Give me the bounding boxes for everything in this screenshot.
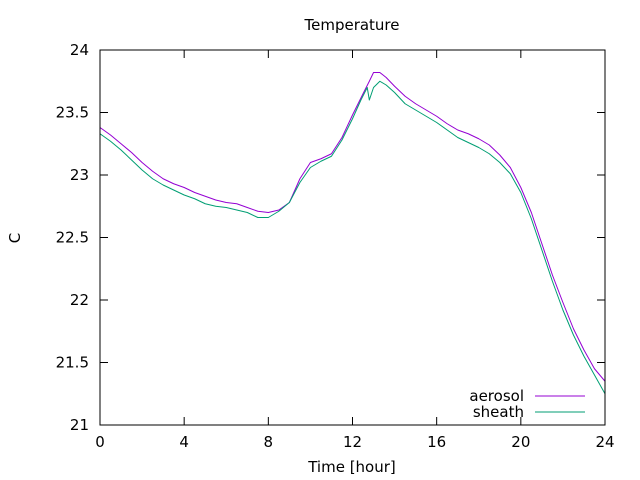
- series-line-sheath: [99, 80, 606, 394]
- x-tick-label: 8: [264, 433, 274, 451]
- x-tick-label: 20: [511, 433, 530, 451]
- y-tick-label: 23: [70, 166, 89, 184]
- x-tick-label: 12: [343, 433, 362, 451]
- plot-frame: [99, 49, 606, 426]
- y-tick-label: 22: [70, 291, 89, 309]
- series-layer: [99, 72, 606, 394]
- x-tick-label: 0: [95, 433, 105, 451]
- legend-label-sheath: sheath: [473, 403, 524, 421]
- x-axis-label: Time [hour]: [307, 458, 396, 476]
- x-tick-label: 24: [595, 433, 614, 451]
- y-tick-label: 21: [70, 416, 89, 434]
- x-tick-label: 16: [427, 433, 446, 451]
- legend-label-aerosol: aerosol: [469, 387, 524, 405]
- y-tick-label: 24: [70, 41, 89, 59]
- y-tick-label: 21.5: [56, 354, 89, 372]
- chart-title: Temperature: [303, 16, 399, 34]
- y-tick-label: 22.5: [56, 229, 89, 247]
- series-line-aerosol: [99, 72, 606, 382]
- y-axis-label: C: [6, 233, 24, 243]
- y-tick-label: 23.5: [56, 104, 89, 122]
- x-tick-label: 4: [179, 433, 189, 451]
